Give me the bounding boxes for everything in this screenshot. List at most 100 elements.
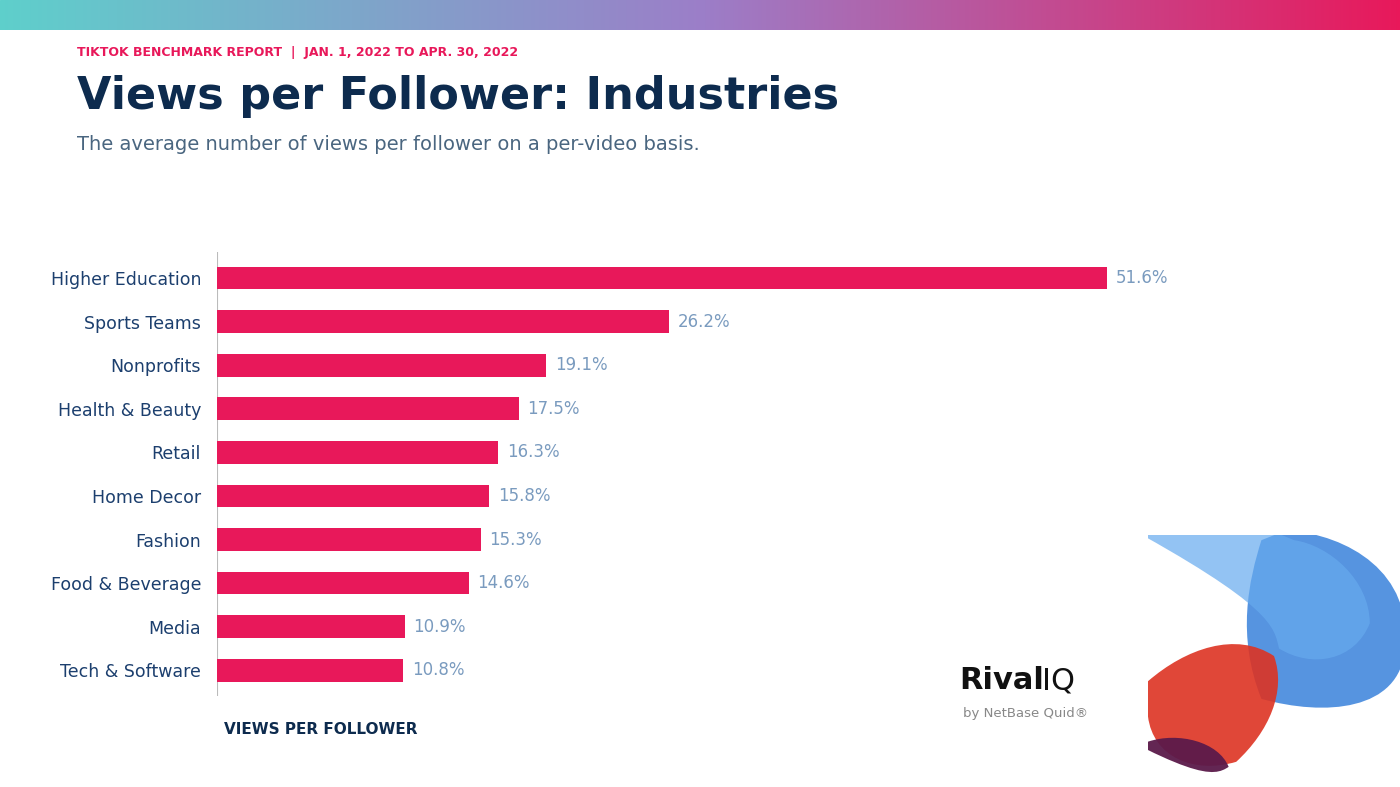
Bar [132,0,134,30]
Bar [280,0,283,30]
Bar [1394,0,1397,30]
Bar [1218,0,1221,30]
Bar [305,0,308,30]
Bar [734,0,736,30]
Bar [1089,0,1092,30]
Bar [372,0,375,30]
Bar [1375,0,1378,30]
Bar [538,0,540,30]
Bar [134,0,137,30]
Bar [1226,0,1229,30]
Bar [1361,0,1364,30]
Bar [353,0,356,30]
Bar [1196,0,1198,30]
Bar [582,0,585,30]
Bar [28,0,31,30]
Bar [1389,0,1392,30]
Bar [431,0,434,30]
Bar [1070,0,1072,30]
Bar [986,0,988,30]
Bar [960,0,963,30]
Text: 17.5%: 17.5% [528,400,580,418]
Bar [1392,0,1394,30]
Bar [182,0,185,30]
Bar [1123,0,1126,30]
Bar [661,0,664,30]
Bar [1322,0,1324,30]
Bar [266,0,269,30]
Bar [711,0,714,30]
Bar [115,0,118,30]
Bar [244,0,246,30]
Bar [720,0,722,30]
Bar [910,0,913,30]
Bar [322,0,325,30]
Bar [1319,0,1322,30]
Bar [350,0,353,30]
Bar [496,0,498,30]
Bar [20,0,22,30]
Bar [1274,0,1277,30]
Bar [1324,0,1327,30]
Bar [703,0,706,30]
Text: 15.8%: 15.8% [498,487,550,505]
Bar [255,0,258,30]
Bar [129,0,132,30]
Bar [1128,0,1131,30]
Bar [958,0,960,30]
Bar [652,0,655,30]
Bar [1207,0,1210,30]
Bar [106,0,109,30]
Bar [347,0,350,30]
Bar [725,0,728,30]
Bar [1232,0,1235,30]
Bar [890,0,893,30]
Bar [1285,0,1288,30]
Bar [367,0,370,30]
Bar [112,0,115,30]
Bar [854,0,857,30]
Bar [588,0,591,30]
Bar [624,0,627,30]
Bar [140,0,143,30]
Bar [622,0,624,30]
Bar [697,0,700,30]
Text: Rival: Rival [959,667,1044,695]
Bar [1112,0,1114,30]
Bar [3,0,6,30]
Bar [969,0,972,30]
Bar [160,0,162,30]
Bar [109,0,112,30]
Bar [860,0,862,30]
Bar [62,0,64,30]
Bar [81,0,84,30]
Bar [76,0,78,30]
Bar [67,0,70,30]
Bar [154,0,157,30]
Bar [1109,0,1112,30]
Text: The average number of views per follower on a per-video basis.: The average number of views per follower… [77,135,700,154]
Bar [1204,0,1207,30]
Bar [217,485,490,508]
Bar [1036,0,1039,30]
Bar [342,0,344,30]
Bar [1176,0,1179,30]
Bar [619,0,622,30]
Text: 15.3%: 15.3% [490,530,542,549]
Bar [521,0,524,30]
Bar [235,0,238,30]
Bar [666,0,669,30]
Bar [1081,0,1084,30]
Bar [384,0,386,30]
Bar [834,0,837,30]
Bar [344,0,347,30]
Bar [126,0,129,30]
Bar [434,0,437,30]
Bar [207,0,210,30]
Bar [426,0,428,30]
Bar [1190,0,1193,30]
Bar [90,0,92,30]
Bar [325,0,328,30]
Bar [1117,0,1120,30]
Bar [1022,0,1025,30]
